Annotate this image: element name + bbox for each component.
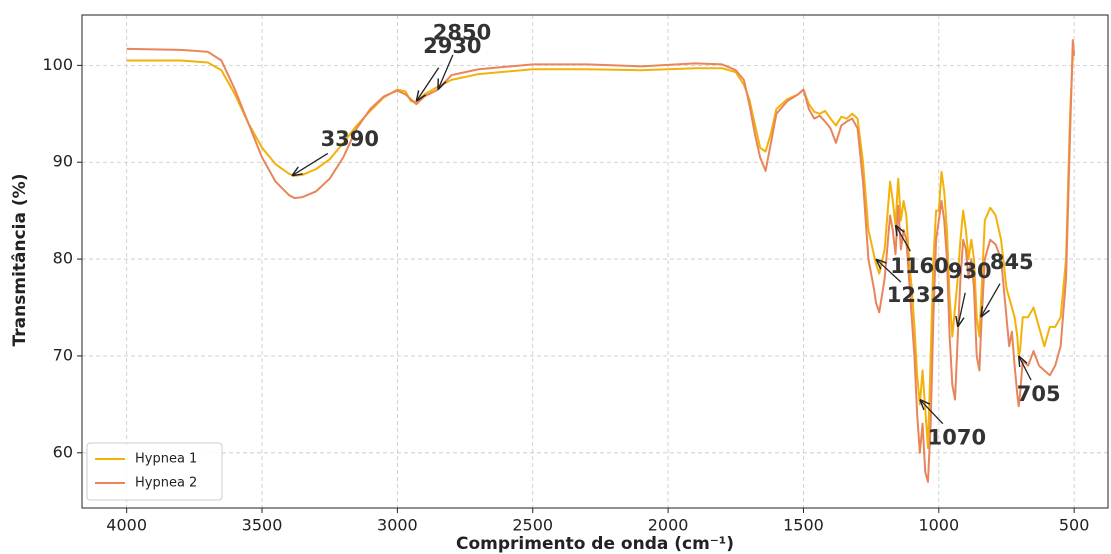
- plot-frame: [81, 14, 1109, 509]
- annotation-arrow: [958, 292, 966, 327]
- legend-label: Hypnea 2: [135, 476, 197, 491]
- legend-box: [86, 442, 223, 501]
- y-tick-label: 60: [53, 442, 73, 461]
- legend-label: Hypnea 1: [135, 452, 197, 467]
- x-tick-label: 1000: [918, 516, 959, 535]
- annotation-label: 930: [948, 259, 992, 283]
- annotation-arrow: [416, 67, 440, 101]
- x-axis-label: Comprimento de onda (cm⁻¹): [456, 534, 734, 554]
- annotation-arrow: [981, 283, 1001, 317]
- x-tick-label: 3000: [377, 516, 418, 535]
- annotation-label: 845: [990, 250, 1034, 274]
- series-line: [126, 54, 1075, 449]
- annotation-label: 1232: [887, 283, 945, 307]
- y-axis-label: Transmitância (%): [10, 174, 30, 347]
- annotation-arrow: [920, 400, 944, 425]
- x-tick-label: 4000: [106, 516, 147, 535]
- series-line: [126, 39, 1076, 483]
- annotation-arrow: [438, 54, 454, 90]
- x-tick-label: 3500: [242, 516, 283, 535]
- y-tick-label: 80: [53, 249, 73, 268]
- annotation-arrow: [895, 225, 911, 252]
- x-tick-label: 1500: [783, 516, 824, 535]
- annotation-label: 3390: [321, 127, 379, 151]
- x-tick-label: 2000: [648, 516, 689, 535]
- y-tick-label: 90: [53, 152, 73, 171]
- y-tick-label: 70: [53, 345, 73, 364]
- annotation-arrow: [876, 259, 902, 283]
- annotation-label: 1160: [890, 254, 948, 278]
- x-tick-label: 2500: [512, 516, 553, 535]
- annotation-label: 705: [1017, 382, 1061, 406]
- y-tick-label: 100: [42, 55, 73, 74]
- annotation-label: 2850: [433, 21, 491, 45]
- annotation-label: 2930: [423, 34, 481, 58]
- annotation-arrow: [292, 152, 329, 175]
- annotation-arrow: [1019, 356, 1032, 381]
- annotation-label: 1070: [928, 426, 986, 450]
- x-tick-label: 500: [1059, 516, 1090, 535]
